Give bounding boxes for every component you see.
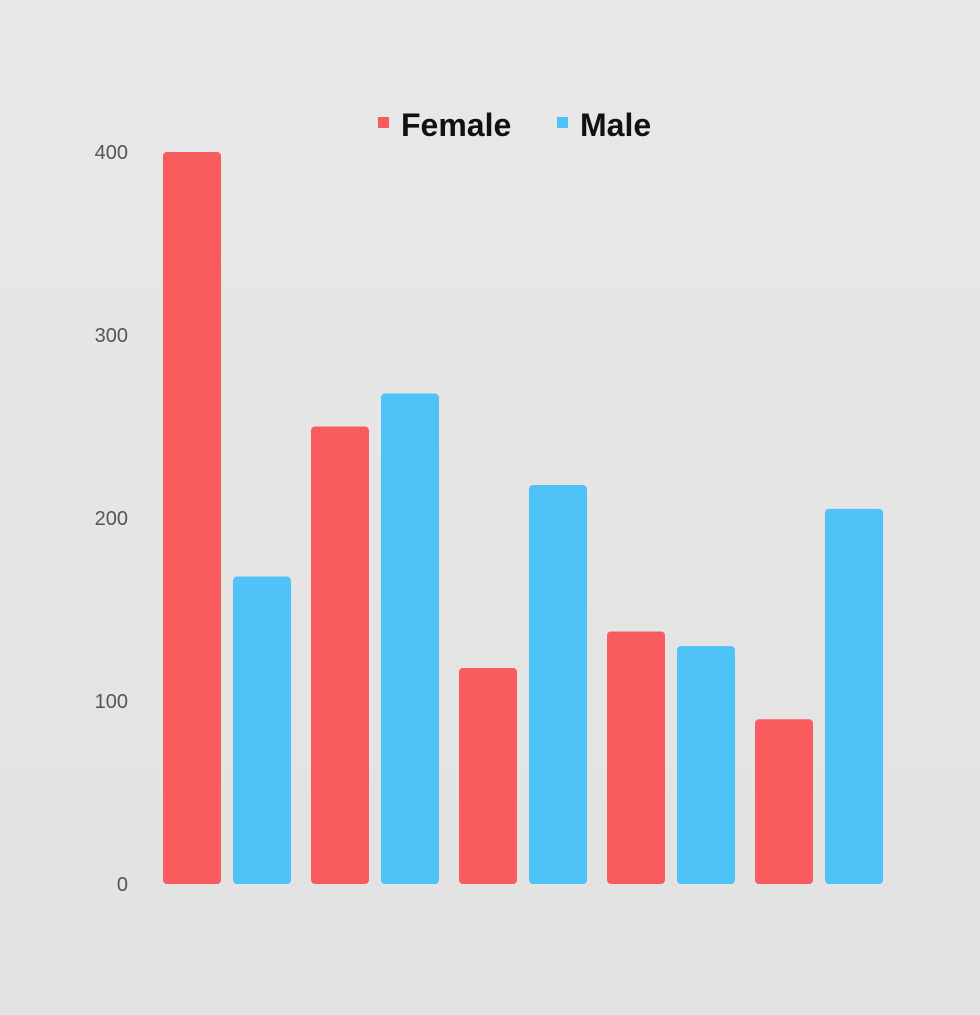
- y-tick-label: 100: [95, 691, 128, 713]
- bar-female: [755, 719, 813, 884]
- bar-male: [529, 485, 587, 884]
- bar-female: [607, 631, 665, 884]
- bar-female: [311, 426, 369, 884]
- y-tick-label: 300: [95, 325, 128, 347]
- bars: [163, 152, 883, 884]
- bar-female: [459, 668, 517, 884]
- legend-swatch-female: [378, 117, 389, 128]
- bar-male: [825, 508, 883, 884]
- legend: Female Male: [378, 107, 651, 143]
- y-tick-label: 400: [95, 142, 128, 164]
- bar-male: [381, 393, 439, 884]
- bar-male: [233, 576, 291, 884]
- bar-male: [677, 646, 735, 884]
- y-tick-label: 200: [95, 508, 128, 530]
- y-tick-label: 0: [117, 874, 128, 896]
- legend-swatch-male: [557, 117, 568, 128]
- y-axis: 0 100 200 300 400: [95, 142, 128, 896]
- bar-female: [163, 152, 221, 884]
- legend-label-male: Male: [580, 107, 651, 143]
- legend-label-female: Female: [401, 107, 511, 143]
